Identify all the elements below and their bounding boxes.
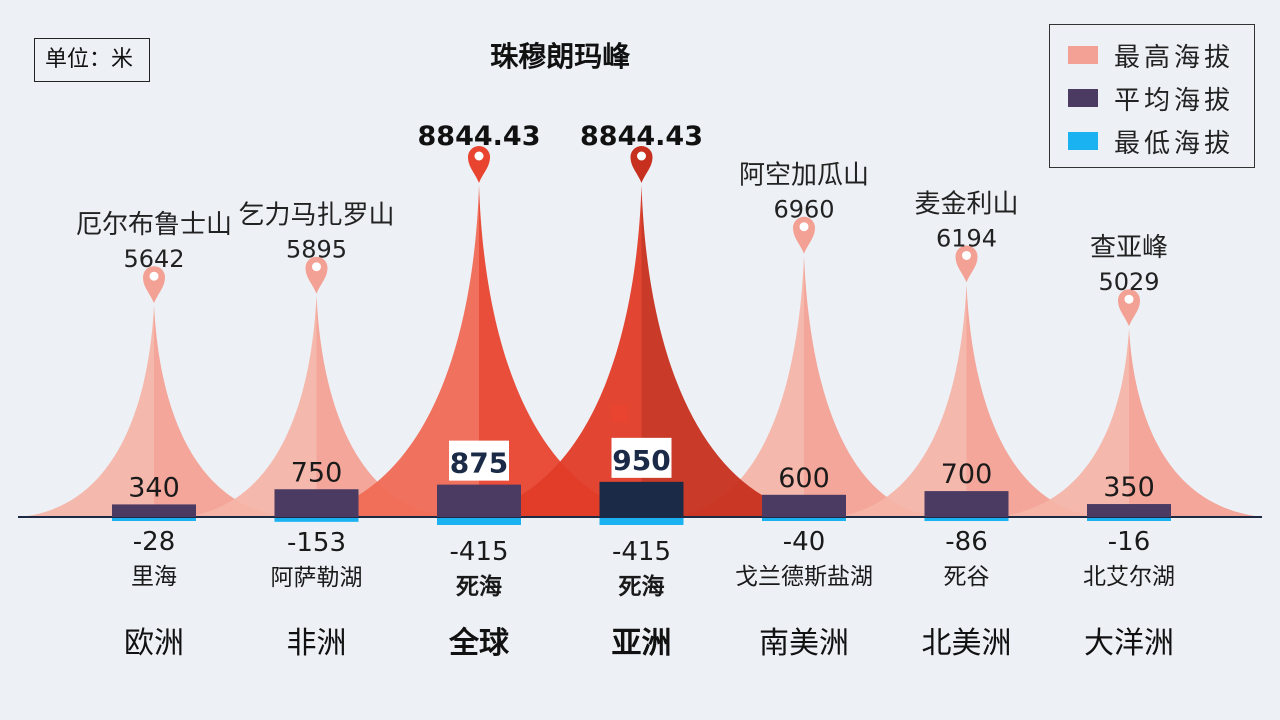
avg-value-label-5: 700: [941, 459, 993, 490]
peak-name-label-5: 麦金利山: [914, 189, 1018, 219]
peak-value-label-3: 8844.43: [580, 121, 703, 152]
low-place-label-5: 死谷: [944, 564, 990, 590]
legend: 最高海拔 平均海拔 最低海拔: [1049, 24, 1255, 168]
peak-left-6: [994, 328, 1129, 517]
legend-label-min: 最低海拔: [1114, 128, 1235, 159]
peak-left-1: [181, 295, 317, 517]
peak-pin-4-hole: [799, 222, 809, 232]
avg-value-label-0: 340: [128, 472, 180, 503]
avg-value-label-6: 350: [1103, 472, 1155, 503]
min-value-label-6: -16: [1108, 527, 1150, 557]
peak-right-6: [1129, 328, 1264, 517]
min-bar-2: [437, 518, 521, 525]
peak-pin-1: [305, 256, 328, 294]
low-place-label-0: 里海: [131, 564, 177, 590]
peak-pin-4: [793, 216, 815, 254]
peak-pin-0-hole: [149, 271, 159, 281]
avg-bar-6: [1087, 504, 1171, 517]
legend-label-max: 最高海拔: [1114, 42, 1235, 73]
avg-label-bg-3: [611, 437, 672, 478]
legend-label-avg: 平均海拔: [1114, 85, 1235, 116]
region-label-2: 全球: [448, 626, 510, 661]
min-bar-1: [274, 518, 359, 522]
region-label-6: 大洋洲: [1084, 626, 1174, 661]
avg-bar-5: [924, 491, 1009, 517]
peak-pin-5: [955, 245, 978, 283]
avg-bar-3: [599, 481, 684, 517]
unit-label: 单位：米: [34, 38, 150, 82]
legend-swatch-min: [1068, 132, 1098, 150]
peak-name-label-0: 厄尔布鲁士山: [76, 210, 232, 240]
low-place-label-3: 死海: [619, 573, 665, 600]
legend-item-max: 最高海拔: [1068, 40, 1234, 73]
low-place-label-6: 北艾尔湖: [1083, 564, 1175, 590]
avg-value-label-2: 875: [450, 447, 508, 480]
peak-right-3: [641, 185, 832, 517]
region-label-4: 南美洲: [759, 626, 849, 661]
min-bar-5: [924, 518, 1009, 522]
region-label-1: 非洲: [287, 626, 347, 661]
legend-item-avg: 平均海拔: [1068, 83, 1234, 116]
peak-pin-3: [630, 146, 653, 183]
peak-pin-1-hole: [312, 262, 321, 272]
min-value-label-2: -415: [449, 537, 508, 567]
region-label-3: 亚洲: [612, 626, 672, 661]
min-value-label-0: -28: [133, 527, 175, 557]
min-value-label-1: -153: [287, 528, 346, 558]
accent-square: [611, 405, 628, 422]
peak-name-label-1: 乞力马扎罗山: [238, 201, 394, 231]
avg-bar-2: [437, 484, 521, 517]
min-value-label-3: -415: [612, 537, 671, 567]
low-place-label-4: 戈兰德斯盐湖: [735, 564, 873, 590]
legend-swatch-max: [1068, 46, 1098, 64]
min-value-label-4: -40: [783, 527, 825, 557]
peak-value-label-0: 5642: [123, 245, 184, 273]
min-value-label-5: -86: [945, 527, 987, 557]
region-label-5: 北美洲: [922, 626, 1012, 661]
peak-pin-5-hole: [962, 250, 971, 260]
peak-name-label-4: 阿空加瓜山: [739, 161, 869, 191]
peak-value-label-1: 5895: [286, 236, 347, 264]
global-peak-title: 珠穆朗玛峰: [490, 40, 630, 73]
peak-name-label-6: 查亚峰: [1090, 233, 1168, 263]
avg-value-label-4: 600: [778, 463, 830, 494]
peak-left-5: [831, 284, 967, 517]
peak-right-4: [804, 255, 939, 518]
avg-bar-1: [274, 489, 359, 517]
legend-swatch-avg: [1068, 89, 1098, 107]
legend-item-min: 最低海拔: [1068, 126, 1234, 159]
region-label-0: 欧洲: [124, 626, 184, 661]
peak-left-0: [19, 305, 154, 517]
peak-pin-6-hole: [1124, 294, 1134, 304]
low-place-label-1: 阿萨勒湖: [271, 565, 363, 591]
peak-left-2: [289, 185, 479, 517]
avg-label-bg-2: [449, 440, 509, 481]
avg-value-label-3: 950: [612, 444, 670, 477]
min-bar-0: [112, 518, 196, 521]
min-bar-6: [1087, 518, 1171, 521]
peak-right-5: [966, 284, 1102, 517]
peak-pin-2-hole: [474, 151, 484, 161]
avg-bar-4: [762, 494, 846, 517]
peak-value-label-6: 5029: [1098, 268, 1159, 296]
min-bar-3: [599, 518, 684, 525]
peak-pin-0: [143, 266, 165, 304]
peak-pin-3-hole: [637, 151, 646, 161]
peak-pin-2: [468, 146, 490, 183]
peak-right-0: [154, 305, 289, 517]
avg-value-label-1: 750: [291, 457, 343, 488]
min-bar-4: [762, 518, 846, 521]
peak-pin-6: [1118, 289, 1140, 327]
avg-bar-0: [112, 504, 196, 517]
low-place-label-2: 死海: [456, 573, 502, 600]
peak-left-3: [451, 185, 642, 517]
peak-value-label-4: 6960: [773, 196, 834, 224]
peak-value-label-5: 6194: [936, 224, 997, 252]
peak-right-2: [479, 185, 669, 517]
peak-left-4: [669, 255, 804, 518]
peak-right-1: [316, 295, 452, 517]
peak-value-label-2: 8844.43: [418, 121, 541, 152]
